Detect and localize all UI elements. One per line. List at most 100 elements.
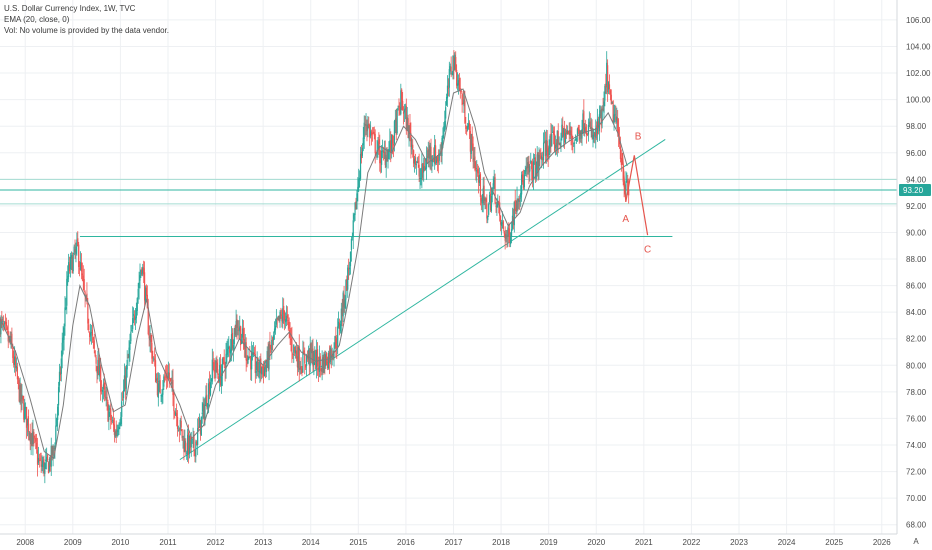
candle-body xyxy=(10,336,12,345)
candle-body xyxy=(147,307,149,335)
candle-body xyxy=(103,382,105,390)
candle-body xyxy=(406,117,408,130)
candle-body xyxy=(305,364,307,368)
candle-body xyxy=(470,134,472,154)
x-tick-label: 2019 xyxy=(540,538,558,547)
candle-body xyxy=(219,365,221,382)
candle-body xyxy=(341,310,343,316)
candle-body xyxy=(69,256,72,270)
candle-body xyxy=(510,237,512,245)
candle-body xyxy=(282,308,284,324)
candle-body xyxy=(446,85,449,99)
candle-body xyxy=(517,198,519,202)
candle-body xyxy=(266,350,268,366)
candle-body xyxy=(613,114,615,123)
candle-body xyxy=(551,134,553,146)
candle-body xyxy=(527,162,529,168)
candle-body xyxy=(597,121,600,129)
candle-body xyxy=(48,458,51,471)
candle-body xyxy=(28,433,30,435)
y-tick-label: 80.00 xyxy=(906,361,927,370)
candle-body xyxy=(249,355,251,357)
candle-body xyxy=(126,359,128,370)
candle-body xyxy=(626,179,628,183)
candle-body xyxy=(585,126,587,133)
candle-body xyxy=(154,360,157,383)
candle-body xyxy=(531,169,534,180)
candle-body xyxy=(595,127,597,139)
candle-body xyxy=(542,157,544,161)
candle-body xyxy=(507,227,509,237)
y-tick-label: 96.00 xyxy=(906,149,927,158)
candle-body xyxy=(215,360,217,373)
candle-body xyxy=(60,358,62,374)
candle-body xyxy=(532,161,535,179)
candle-body xyxy=(188,436,191,454)
candle-body xyxy=(184,440,186,452)
candle-body xyxy=(603,101,605,113)
candle-body xyxy=(355,201,357,210)
candle-body xyxy=(513,201,515,226)
candle-body xyxy=(413,158,416,164)
candle-body xyxy=(477,168,479,174)
candle-body xyxy=(340,308,342,326)
candle-body xyxy=(30,434,32,445)
candle-body xyxy=(606,62,608,85)
candle-body xyxy=(573,143,575,144)
candle-body xyxy=(174,411,176,415)
candle-body xyxy=(123,375,126,392)
candle-body xyxy=(193,435,195,450)
candle-body xyxy=(138,282,140,289)
candle-body xyxy=(217,369,219,375)
candle-body xyxy=(417,160,419,164)
candle-body xyxy=(64,307,66,327)
candle-body xyxy=(449,66,451,72)
candle-body xyxy=(438,153,440,161)
candle-body xyxy=(164,376,166,378)
candle-body xyxy=(611,101,613,104)
candle-body xyxy=(303,350,305,355)
candle-body xyxy=(331,356,333,359)
candle-body xyxy=(114,431,116,437)
candle-body xyxy=(110,408,112,421)
candle-body xyxy=(567,130,569,134)
candle-body xyxy=(22,395,24,401)
candle-body xyxy=(533,157,536,160)
auto-scale-label[interactable]: A xyxy=(913,537,919,546)
candle-body xyxy=(278,315,280,321)
candle-body xyxy=(371,133,374,135)
candle-body xyxy=(592,134,594,140)
candle-body xyxy=(222,358,224,359)
candle-body xyxy=(447,87,450,89)
candle-body xyxy=(558,143,560,145)
candle-body xyxy=(625,181,627,191)
chart-legend: U.S. Dollar Currency Index, 1W, TVC EMA … xyxy=(4,3,169,36)
candle-body xyxy=(25,406,27,409)
candle-body xyxy=(5,322,8,327)
candle-body xyxy=(599,110,601,116)
candle-body xyxy=(173,393,175,412)
candle-body xyxy=(318,357,320,372)
candle-body xyxy=(319,356,321,366)
candle-body xyxy=(16,366,18,380)
candle-body xyxy=(542,142,545,161)
candle-body xyxy=(582,113,584,129)
candle-body xyxy=(450,66,452,72)
candle-body xyxy=(476,169,478,172)
candle-body xyxy=(113,424,115,435)
candle-body xyxy=(441,138,443,157)
candle-body xyxy=(344,299,346,309)
candle-body xyxy=(452,55,454,76)
candle-body xyxy=(38,459,40,461)
candle-body xyxy=(140,270,142,275)
candle-body xyxy=(391,134,393,152)
candle-body xyxy=(55,425,57,446)
candle-body xyxy=(560,138,562,148)
candle-body xyxy=(505,234,507,240)
x-tick-label: 2024 xyxy=(778,538,796,547)
candle-body xyxy=(471,133,473,146)
candle-body xyxy=(575,138,578,141)
candle-body xyxy=(35,438,37,442)
candle-body xyxy=(46,454,49,461)
